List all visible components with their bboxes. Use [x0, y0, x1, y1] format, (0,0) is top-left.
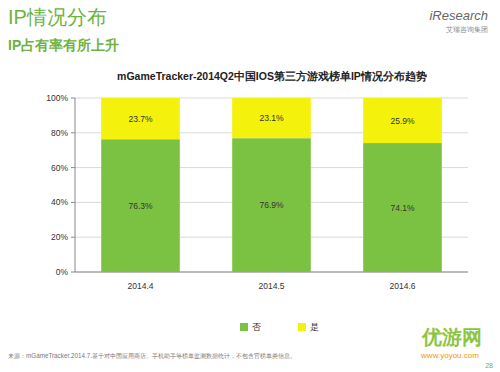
- bar-segment: [363, 143, 442, 272]
- chart-title: mGameTracker-2014Q2中国IOS第三方游戏榜单IP情况分布趋势: [117, 70, 427, 82]
- tick-mark: [71, 132, 75, 133]
- header: IP情况分布: [8, 6, 107, 28]
- bar-segment: [232, 98, 311, 138]
- x-tick-label: 2014.4: [128, 281, 154, 291]
- bars: [101, 98, 442, 272]
- y-tick-label: 100%: [46, 93, 68, 103]
- data-label: 23.1%: [259, 113, 284, 123]
- bar-segment: [232, 138, 311, 272]
- x-tick-label: 2014.5: [259, 281, 285, 291]
- legend-label: 是: [310, 322, 319, 332]
- data-label: 74.1%: [390, 203, 415, 213]
- tick-mark: [71, 202, 75, 203]
- watermark-url: www.yoyou.com: [420, 351, 479, 360]
- tick-mark: [71, 167, 75, 168]
- page: IP情况分布 IP占有率有所上升 iResearch 艾瑞咨询集团 mGameTrack…: [0, 0, 500, 372]
- legend-swatch: [298, 323, 306, 331]
- data-label: 76.3%: [128, 201, 153, 211]
- tick-mark: [71, 272, 75, 273]
- y-tick-label: 0%: [56, 267, 69, 277]
- data-label: 23.7%: [128, 114, 153, 124]
- subheader: IP占有率有所上升: [8, 37, 119, 53]
- data-label: 25.9%: [390, 116, 415, 126]
- canvas: IP情况分布 IP占有率有所上升 iResearch 艾瑞咨询集团 mGameTrack…: [0, 0, 500, 372]
- x-tick-label: 2014.6: [390, 281, 416, 291]
- watermark: 优游网: [421, 326, 482, 348]
- data-label: 76.9%: [259, 200, 284, 210]
- page-number: 28: [485, 362, 493, 369]
- legend-swatch: [240, 323, 248, 331]
- y-tick-label: 80%: [51, 128, 68, 138]
- tick-mark: [71, 237, 75, 238]
- logo: iResearch: [429, 8, 488, 23]
- y-tick-label: 20%: [51, 232, 68, 242]
- y-axis: [75, 98, 76, 272]
- bar-segment: [363, 98, 442, 143]
- logo-sub: 艾瑞咨询集团: [446, 26, 488, 34]
- tick-mark: [71, 98, 75, 99]
- bar-segment: [101, 139, 180, 272]
- y-tick-label: 60%: [51, 163, 68, 173]
- legend-label: 否: [252, 322, 261, 332]
- y-tick-label: 40%: [51, 197, 68, 207]
- bar-segment: [101, 98, 180, 139]
- source: 来源：mGameTracker.2014.7.基于对中国应用商店、手机助手等榜单…: [8, 352, 296, 359]
